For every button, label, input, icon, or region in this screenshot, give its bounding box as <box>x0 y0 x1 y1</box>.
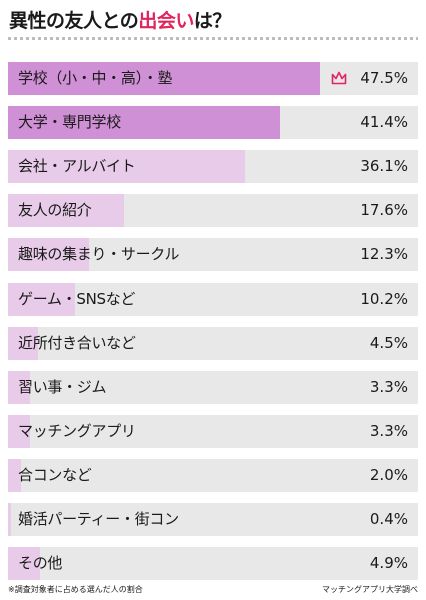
title-highlight: 出会い <box>138 10 194 32</box>
bar <box>8 282 76 316</box>
bar <box>8 547 41 581</box>
bar <box>8 458 22 492</box>
bar-value-label: 47.5% <box>360 69 408 87</box>
bar-value-label: 12.3% <box>360 245 408 264</box>
bar-value-label: 2.0% <box>369 465 408 484</box>
bar-value-label: 17.6% <box>360 201 408 220</box>
bar-label: 学校（小・中・高）・塾 <box>18 69 173 87</box>
bar-row: ゲーム・SNSなど 10.2% <box>8 282 418 316</box>
bar <box>8 326 38 360</box>
bar-value-label: 4.9% <box>369 554 408 573</box>
bar-value-label: 36.1% <box>360 157 408 176</box>
bar-label: 婚活パーティー・街コン <box>18 510 179 528</box>
bar-label: その他 <box>18 554 63 573</box>
bar-row: 近所付き合いなど 4.5% <box>8 326 418 360</box>
bar <box>8 150 246 184</box>
footnote-method: ※調査対象者に占める選んだ人の割合 <box>8 585 143 594</box>
bar-label: 習い事・ジム <box>18 377 107 396</box>
footnote-source: マッチングアプリ大学調べ <box>322 585 418 594</box>
bar-row: 合コンなど 2.0% <box>8 458 418 492</box>
bar-row: 学校（小・中・高）・塾 47.5% <box>8 62 418 95</box>
bar <box>8 194 124 228</box>
bar-row: 趣味の集まり・サークル 12.3% <box>8 238 418 272</box>
bar-label: 趣味の集まり・サークル <box>18 245 180 264</box>
bar-label: マッチングアプリ <box>18 421 136 440</box>
title-divider <box>8 37 418 40</box>
bar-chart: 学校（小・中・高）・塾 47.5% 大学・専門学校 41.4% 会社・アルバイト 36.1… <box>8 0 418 600</box>
crown-icon <box>331 71 347 85</box>
bar-value-label: 41.4% <box>360 113 408 132</box>
bar-value-label: 3.3% <box>369 377 408 396</box>
bar-row: 友人の紹介 17.6% <box>8 194 418 228</box>
bar <box>8 238 89 272</box>
bar-label: 合コンなど <box>18 465 92 484</box>
bar-value-label: 3.3% <box>369 421 408 440</box>
bar-row: 大学・専門学校 41.4% <box>8 106 418 140</box>
bar <box>8 370 30 404</box>
bar <box>8 414 30 448</box>
bar-value-label: 10.2% <box>360 289 408 308</box>
bar-label: ゲーム・SNSなど <box>18 289 136 308</box>
bar-label: 会社・アルバイト <box>18 157 136 176</box>
bar-label: 友人の紹介 <box>18 201 92 220</box>
bar <box>8 503 11 536</box>
bar <box>8 106 281 140</box>
bar-value-label: 0.4% <box>369 510 408 528</box>
bar-label: 近所付き合いなど <box>18 333 136 352</box>
chart-title: 異性の友人との出会いは？ <box>9 6 231 33</box>
bar-value-label: 4.5% <box>369 333 408 352</box>
bar-row: その他 4.9% <box>8 547 418 581</box>
bar-label: 大学・専門学校 <box>18 113 121 132</box>
bar-row: 会社・アルバイト 36.1% <box>8 150 418 184</box>
title-part2: は？ <box>193 10 232 32</box>
bar-row: 婚活パーティー・街コン 0.4% <box>8 503 418 536</box>
bar-row: 習い事・ジム 3.3% <box>8 370 418 404</box>
bar-row: マッチングアプリ 3.3% <box>8 414 418 448</box>
title-part1: 異性の友人との <box>9 10 139 32</box>
bar <box>8 62 321 95</box>
